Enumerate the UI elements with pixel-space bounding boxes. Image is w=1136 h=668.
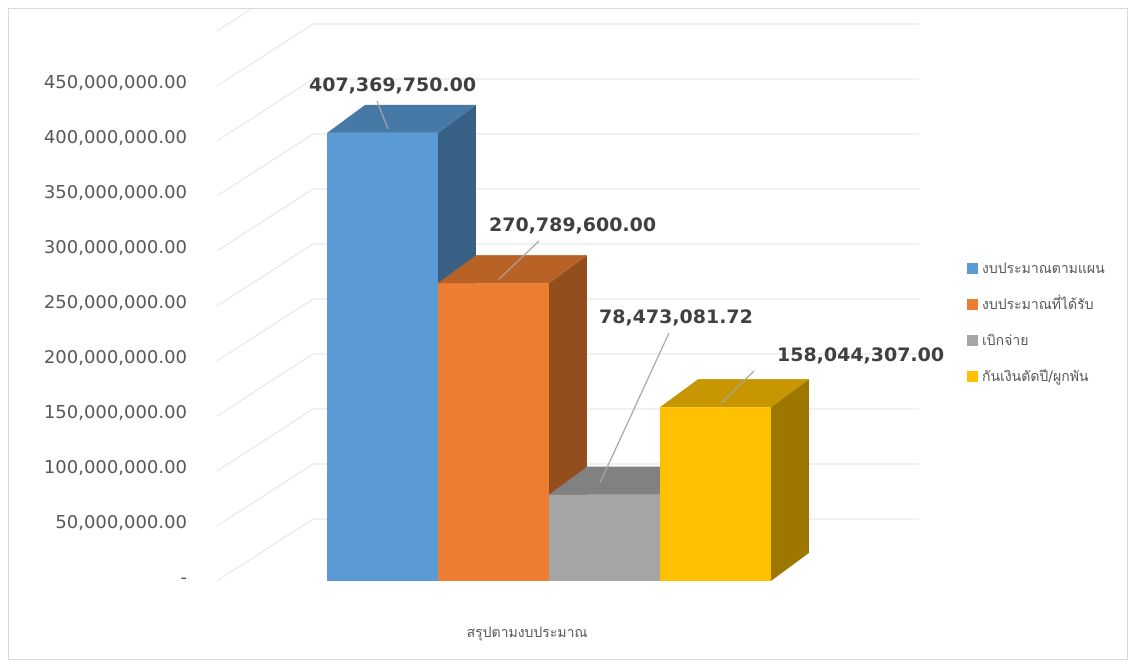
legend-label: กันเงินตัดปี/ผูกพัน [982,369,1089,385]
y-tick-label: 50,000,000.00 [55,512,187,533]
bar-1 [327,104,476,581]
gridline [216,133,919,197]
y-tick-label: 250,000,000.00 [44,292,187,313]
bar-side-face [771,379,809,581]
gridline [216,23,919,87]
data-labels: 407,369,750.00 270,789,600.00 78,473,081.7… [309,74,944,366]
gridline [216,9,252,32]
y-tick-label: 300,000,000.00 [44,237,187,258]
gridline [216,243,919,307]
category-label: สรุปตามงบประมาณ [467,625,588,641]
gridline [216,353,919,417]
y-tick-label: 350,000,000.00 [44,182,187,203]
y-tick-label: 200,000,000.00 [44,347,187,368]
legend-item: เบิกจ่าย [967,333,1028,349]
data-label: 407,369,750.00 [309,74,476,96]
legend-label: งบประมาณตามแผน [982,261,1105,277]
y-tick-label: - [181,567,188,588]
bar-top-face [438,255,587,284]
legend-swatch [967,371,978,382]
data-label: 270,789,600.00 [489,214,656,236]
leader-line [599,332,670,483]
legend-swatch [967,263,978,274]
legend: งบประมาณตามแผนงบประมาณที่ได้รับเบิกจ่ายก… [967,261,1105,385]
bar-top-face [327,104,476,133]
bar-front-face [549,494,660,581]
data-label: 78,473,081.72 [599,306,753,328]
bar-top-face [660,379,809,408]
legend-item: งบประมาณที่ได้รับ [967,295,1094,313]
legend-item: กันเงินตัดปี/ผูกพัน [967,369,1089,385]
y-tick-label: 450,000,000.00 [44,72,187,93]
leader-line [720,370,755,404]
data-label-leaders [376,100,755,483]
bar-front-face [660,407,771,581]
data-label: 158,044,307.00 [777,344,944,366]
gridline [216,298,919,362]
y-tick-label: 400,000,000.00 [44,127,187,148]
chart-frame: - 50,000,000.00 100,000,000.00 150,000,000.… [8,8,1128,660]
legend-label: งบประมาณที่ได้รับ [982,295,1094,313]
bar-front-face [438,283,549,581]
legend-swatch [967,299,978,310]
bar-4 [660,379,809,581]
y-tick-label: 150,000,000.00 [44,402,187,423]
bar-chart: - 50,000,000.00 100,000,000.00 150,000,000.… [44,9,1105,641]
bars [327,104,809,581]
gridline [216,188,919,252]
gridline [216,78,919,142]
leader-line [376,100,389,130]
legend-item: งบประมาณตามแผน [967,261,1105,277]
legend-swatch [967,335,978,346]
bar-front-face [327,132,438,581]
y-axis-tick-labels: - 50,000,000.00 100,000,000.00 150,000,000.… [44,72,187,588]
gridlines [216,9,919,582]
leader-line [498,240,540,280]
legend-label: เบิกจ่าย [982,333,1028,349]
y-tick-label: 100,000,000.00 [44,457,187,478]
